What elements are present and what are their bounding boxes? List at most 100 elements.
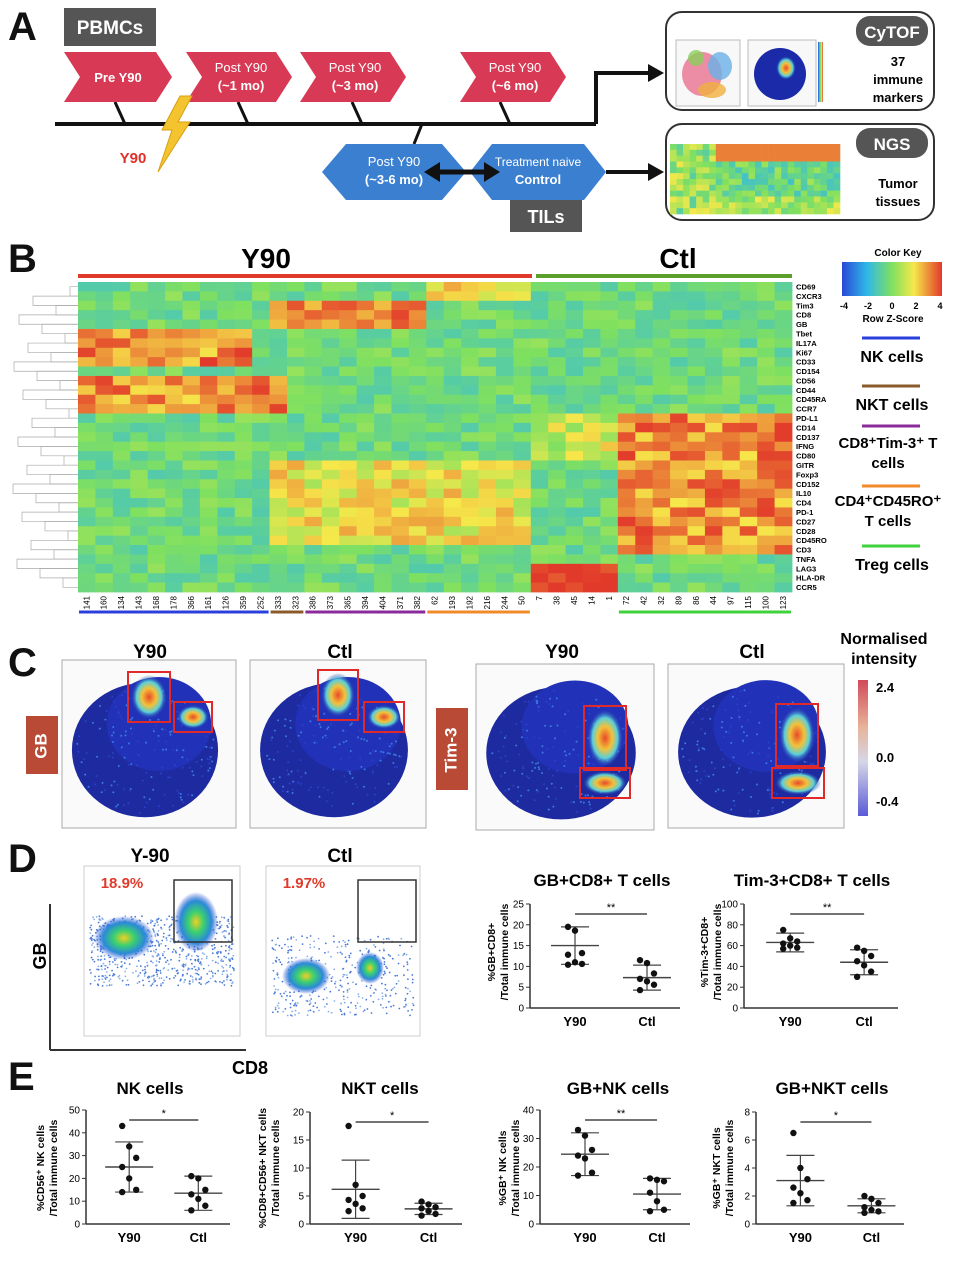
heatmap-cell	[635, 563, 654, 574]
data-point	[425, 1207, 432, 1215]
heatmap-cell	[687, 300, 706, 311]
heatmap-cell	[426, 554, 445, 565]
heatmap-cell	[408, 545, 427, 555]
heatmap-cell	[478, 366, 497, 377]
heatmap-cell	[443, 404, 462, 414]
heatmap-cell	[687, 432, 706, 443]
heatmap-cell	[670, 451, 688, 461]
heatmap-cell	[234, 498, 253, 508]
heatmap-cell	[252, 563, 270, 574]
heatmap-cell	[234, 300, 253, 311]
svg-text:4: 4	[937, 301, 942, 311]
heatmap-cell	[704, 432, 723, 443]
heatmap-cell	[339, 479, 358, 490]
heatmap-cell	[408, 413, 427, 424]
heatmap-cell	[600, 413, 619, 424]
heatmap-cell	[635, 338, 654, 349]
heatmap-cell	[652, 498, 671, 508]
heatmap-cell	[269, 404, 288, 414]
heatmap-cell	[617, 366, 636, 377]
heatmap-cell	[391, 554, 410, 565]
heatmap-cell	[391, 488, 410, 499]
marker-label: CD27	[796, 517, 815, 526]
heatmap-cell	[286, 300, 305, 311]
heatmap-cell	[757, 507, 775, 518]
y-tick-label: 10	[293, 1164, 305, 1175]
heatmap-cell	[269, 310, 288, 320]
heatmap-cell	[95, 357, 114, 367]
heatmap-cell	[321, 479, 340, 490]
heatmap-cell	[234, 554, 253, 565]
heatmap-cell	[286, 498, 305, 508]
heatmap-cell	[304, 479, 323, 490]
heatmap-cell	[165, 357, 183, 367]
heatmap-cell	[722, 300, 741, 311]
heatmap-cell	[95, 347, 114, 358]
heatmap-cell	[286, 432, 305, 443]
heatmap-cell	[548, 516, 567, 527]
heatmap-cell	[78, 404, 96, 414]
heatmap-cell	[774, 347, 793, 358]
heatmap-cell	[391, 582, 410, 593]
heatmap-cell	[774, 460, 793, 471]
svg-text:Post Y90: Post Y90	[489, 60, 542, 75]
heatmap-cell	[130, 319, 149, 330]
heatmap-cell	[513, 441, 532, 452]
heatmap-cell	[199, 535, 218, 546]
marker-label: Tim3	[796, 301, 814, 310]
heatmap-cell	[478, 563, 497, 574]
timepoint-0-label: Pre Y90	[94, 70, 141, 85]
y-tick-label: 0	[74, 1220, 80, 1231]
heatmap-cell	[286, 451, 305, 461]
marker-label: CD69	[796, 283, 815, 292]
data-point	[578, 960, 586, 968]
heatmap-cell	[530, 507, 549, 518]
heatmap-cell	[356, 516, 375, 527]
heatmap-cell	[286, 375, 305, 386]
heatmap-cell	[635, 394, 654, 405]
heatmap-cell	[530, 282, 549, 292]
marker-label: CXCR3	[796, 292, 822, 301]
heatmap-cell	[112, 422, 131, 433]
heatmap-cell	[165, 441, 183, 452]
heatmap-cell	[530, 582, 549, 593]
heatmap-cell	[565, 498, 584, 508]
heatmap-cell	[548, 563, 567, 574]
heatmap-cell	[670, 375, 688, 386]
heatmap-cell	[95, 310, 114, 320]
heatmap-cell	[530, 357, 549, 367]
svg-text:NGS: NGS	[874, 135, 911, 154]
heatmap-cell	[583, 554, 601, 565]
heatmap-cell	[583, 291, 601, 302]
gate-box	[317, 669, 359, 721]
marker-label: IL17A	[796, 339, 817, 348]
heatmap-cell	[321, 375, 340, 386]
heatmap-cell	[565, 282, 584, 292]
heatmap-cell	[426, 404, 445, 414]
heatmap-cell	[408, 563, 427, 574]
data-point	[861, 1192, 868, 1200]
heatmap-cell	[112, 526, 131, 537]
svg-text:(~3 mo): (~3 mo)	[332, 78, 379, 93]
heatmap-cell	[565, 582, 584, 593]
heatmap-cell	[269, 554, 288, 565]
heatmap-cell	[130, 310, 149, 320]
data-point	[119, 1122, 126, 1130]
heatmap-cell	[95, 526, 114, 537]
heatmap-cell	[530, 469, 549, 480]
heatmap-cell	[513, 451, 532, 461]
heatmap-cell	[286, 516, 305, 527]
panel-a: A PBMCs Pre Y90 Post Y90 (~1 mo) Post Y9…	[8, 5, 935, 232]
heatmap-cell	[704, 385, 723, 396]
heatmap-cell	[583, 516, 601, 527]
heatmap-cell	[147, 535, 166, 546]
heatmap-cell	[478, 291, 497, 302]
heatmap-cell	[269, 516, 288, 527]
heatmap-cell	[495, 432, 514, 443]
heatmap-cell	[374, 328, 392, 339]
heatmap-cell	[147, 545, 166, 555]
heatmap-cell	[234, 291, 253, 302]
heatmap-cell	[583, 338, 601, 349]
heatmap-cell	[286, 441, 305, 452]
heatmap-cell	[687, 385, 706, 396]
